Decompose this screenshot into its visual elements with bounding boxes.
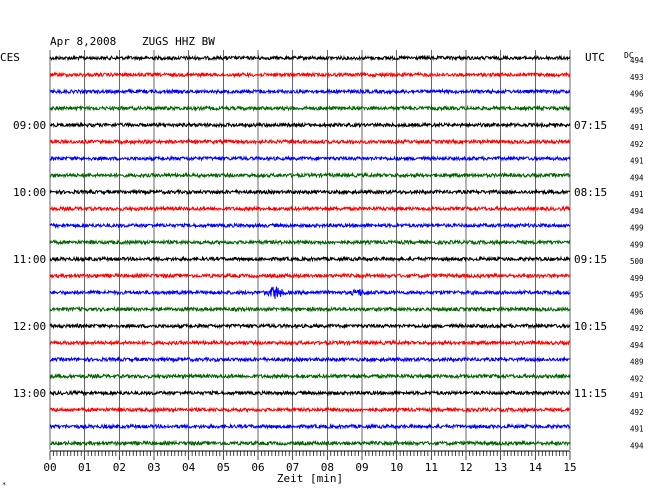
seismic-trace	[49, 339, 571, 347]
x-tick-label: 07	[286, 461, 299, 474]
trace-group	[49, 54, 571, 447]
dc-offset-labels: 494 493 496 495 491 492 491 494 491 494 499 499 500 4…	[630, 56, 644, 450]
right-hour-label: 08:15	[574, 186, 607, 199]
seismic-trace	[49, 155, 571, 163]
left-hour-label: 11:00	[13, 253, 46, 266]
x-tick-label: 15	[563, 461, 576, 474]
chart-title-station: ZUGS HHZ BW	[142, 35, 215, 48]
dc-offset-value: 492	[630, 140, 644, 149]
seismic-trace	[49, 54, 571, 62]
corner-mark: *	[2, 481, 6, 489]
dc-offset-value: 491	[630, 157, 644, 166]
left-timezone-label: CES	[0, 51, 20, 64]
dc-offset-value: 495	[630, 106, 644, 115]
x-tick-label: 12	[459, 461, 472, 474]
seismic-trace	[49, 305, 571, 313]
dc-offset-value: 492	[630, 324, 644, 333]
dc-offset-value: 491	[630, 425, 644, 434]
right-hour-label: 09:15	[574, 253, 607, 266]
x-tick-label: 00	[43, 461, 56, 474]
seismic-trace	[49, 286, 571, 299]
x-tick-label: 10	[390, 461, 403, 474]
seismic-trace	[49, 171, 571, 179]
dc-offset-value: 495	[630, 291, 644, 300]
left-hour-label: 09:00	[13, 119, 46, 132]
seismic-trace	[49, 87, 571, 96]
right-hour-label: 10:15	[574, 320, 607, 333]
seismic-trace	[49, 406, 571, 414]
dc-offset-value: 492	[630, 408, 644, 417]
vertical-gridlines	[49, 50, 571, 450]
seismic-trace	[49, 104, 571, 112]
dc-offset-value: 499	[630, 240, 644, 249]
x-tick-label: 08	[321, 461, 334, 474]
dc-offset-value: 494	[630, 173, 644, 182]
dc-offset-value: 493	[630, 73, 644, 82]
seismic-trace	[49, 272, 571, 280]
seismic-trace	[49, 138, 571, 146]
seismic-trace	[49, 71, 571, 79]
dc-offset-value: 491	[630, 391, 644, 400]
dc-offset-value: 492	[630, 374, 644, 383]
dc-offset-value: 496	[630, 307, 644, 316]
dc-column-label: DC	[624, 51, 634, 60]
x-tick-label: 14	[529, 461, 543, 474]
x-tick-label: 11	[425, 461, 438, 474]
dc-offset-value: 491	[630, 123, 644, 132]
left-hour-label: 13:00	[13, 387, 46, 400]
x-tick-label: 02	[113, 461, 126, 474]
left-hour-label: 12:00	[13, 320, 46, 333]
seismic-trace	[49, 439, 571, 447]
seismic-trace	[49, 372, 571, 380]
seismic-trace	[49, 188, 571, 196]
right-hour-label: 11:15	[574, 387, 607, 400]
right-timezone-label: UTC	[585, 51, 605, 64]
x-axis-label: Zeit [min]	[277, 472, 343, 485]
left-hour-label: 10:00	[13, 186, 46, 199]
dc-offset-value: 496	[630, 90, 644, 99]
dc-offset-value: 499	[630, 224, 644, 233]
right-time-labels: 07:15 08:15 09:15 10:15 11:15	[574, 119, 607, 400]
x-axis: 00 01 02 03 04 05 06 07 08 09 10 11 12 13 14 15	[43, 450, 577, 474]
dc-offset-value: 494	[630, 207, 644, 216]
x-tick-label: 13	[494, 461, 507, 474]
right-hour-label: 07:15	[574, 119, 607, 132]
seismic-trace	[49, 238, 571, 246]
seismic-trace	[49, 322, 571, 330]
x-tick-label: 03	[147, 461, 160, 474]
dc-offset-value: 499	[630, 274, 644, 283]
x-tick-label: 01	[78, 461, 91, 474]
seismic-trace	[49, 422, 571, 431]
dc-offset-value: 494	[630, 341, 644, 350]
seismic-trace	[49, 255, 571, 263]
left-time-labels: 09:00 10:00 11:00 12:00 13:00	[13, 119, 46, 400]
dc-offset-value: 489	[630, 358, 644, 367]
x-tick-label: 04	[182, 461, 196, 474]
chart-title-date: Apr 8,2008	[50, 35, 116, 48]
x-tick-label: 09	[355, 461, 368, 474]
dc-offset-value: 500	[630, 257, 644, 266]
seismic-trace	[49, 222, 571, 230]
x-tick-label: 05	[217, 461, 230, 474]
seismic-trace	[49, 121, 571, 129]
seismic-trace	[49, 205, 571, 213]
x-tick-label: 06	[251, 461, 264, 474]
seismic-trace	[49, 389, 571, 397]
seismic-trace	[49, 355, 571, 364]
dc-offset-value: 494	[630, 441, 644, 450]
dc-offset-value: 491	[630, 190, 644, 199]
dc-offset-value: 494	[630, 56, 644, 65]
